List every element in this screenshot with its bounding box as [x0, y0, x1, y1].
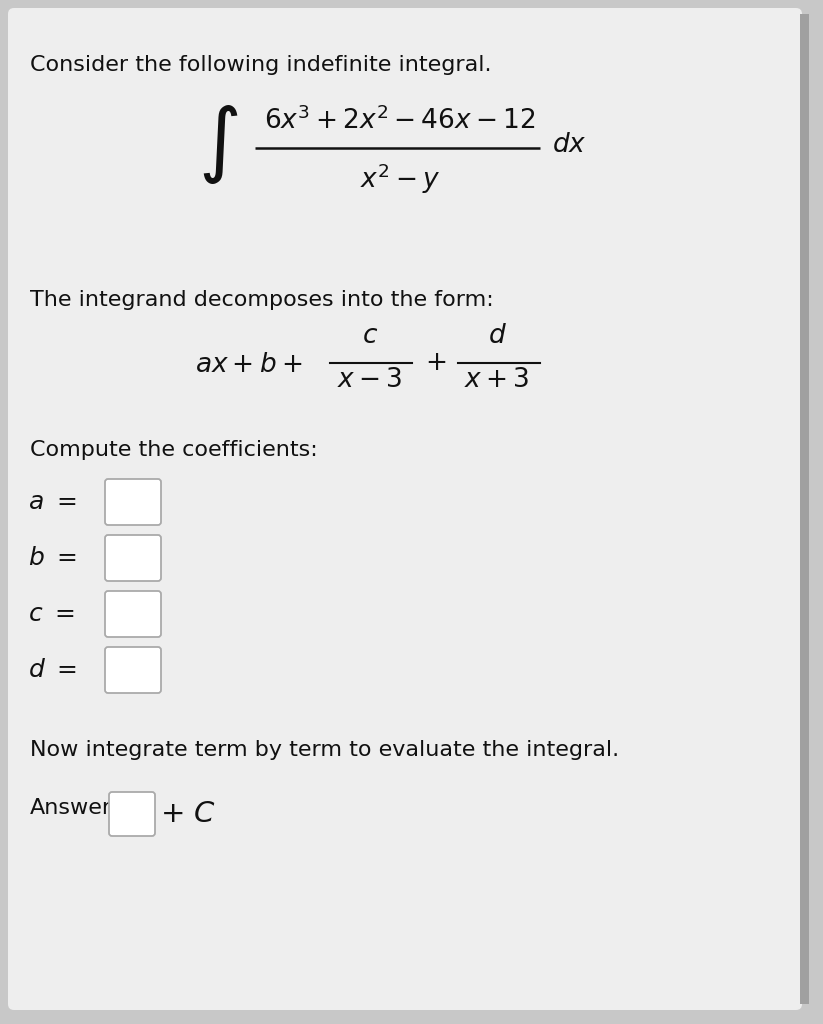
- Text: $d\ =$: $d\ =$: [28, 658, 77, 682]
- Text: Answer:: Answer:: [30, 798, 119, 818]
- Text: Now integrate term by term to evaluate the integral.: Now integrate term by term to evaluate t…: [30, 740, 619, 760]
- Text: $+\ C$: $+\ C$: [160, 800, 216, 828]
- FancyBboxPatch shape: [105, 647, 161, 693]
- Text: $x + 3$: $x + 3$: [464, 367, 530, 393]
- Text: $x - 3$: $x - 3$: [337, 367, 402, 393]
- Text: $dx$: $dx$: [552, 132, 587, 158]
- Text: $c\ =$: $c\ =$: [28, 602, 75, 626]
- Bar: [800, 14, 809, 1004]
- Text: $6x^3 + 2x^2 - 46x - 12$: $6x^3 + 2x^2 - 46x - 12$: [264, 106, 536, 135]
- FancyBboxPatch shape: [8, 8, 802, 1010]
- FancyBboxPatch shape: [105, 591, 161, 637]
- Text: $a\ =$: $a\ =$: [28, 490, 77, 514]
- Text: $\int$: $\int$: [198, 104, 238, 186]
- Text: $ax + b +$: $ax + b +$: [195, 352, 302, 378]
- Text: $d$: $d$: [487, 323, 506, 349]
- Text: $c$: $c$: [362, 323, 378, 349]
- Text: $x^2 - y$: $x^2 - y$: [360, 162, 440, 197]
- Text: Compute the coefficients:: Compute the coefficients:: [30, 440, 318, 460]
- FancyBboxPatch shape: [105, 535, 161, 581]
- Text: $b\ =$: $b\ =$: [28, 546, 77, 570]
- Text: The integrand decomposes into the form:: The integrand decomposes into the form:: [30, 290, 494, 310]
- FancyBboxPatch shape: [109, 792, 155, 836]
- FancyBboxPatch shape: [105, 479, 161, 525]
- Text: Consider the following indefinite integral.: Consider the following indefinite integr…: [30, 55, 491, 75]
- Text: $+$: $+$: [425, 350, 446, 376]
